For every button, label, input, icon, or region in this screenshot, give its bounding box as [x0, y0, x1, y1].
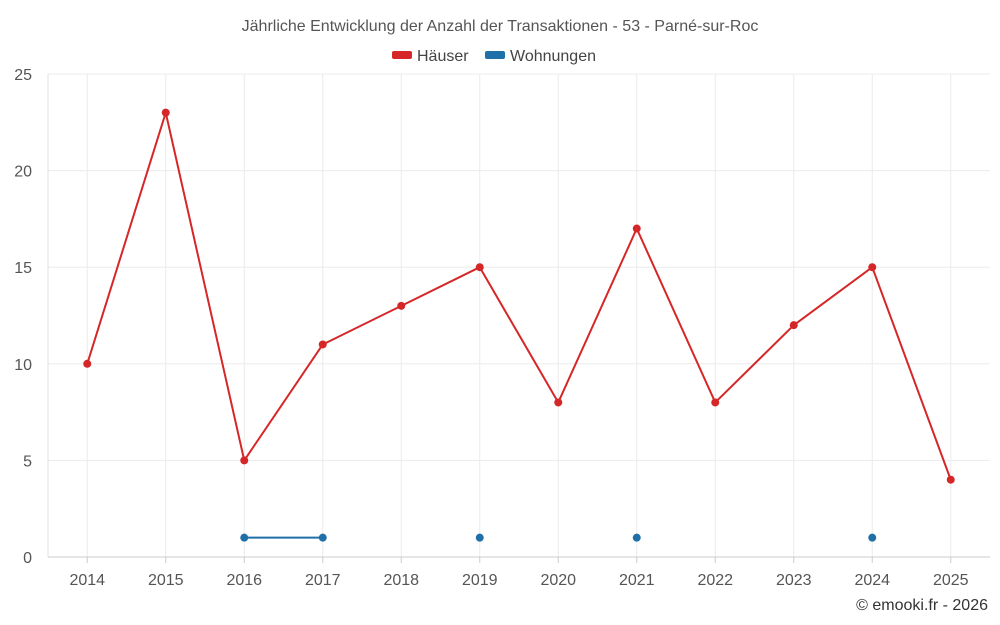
point-haeuser-2016[interactable] [240, 456, 249, 465]
point-wohnungen-2021[interactable] [632, 533, 641, 542]
point-wohnungen-2024[interactable] [868, 533, 877, 542]
series-wohnungen [240, 533, 877, 542]
x-tick-label-2025: 2025 [933, 572, 969, 589]
x-axis: 2014 2015 2016 2017 2018 2019 2020 2021 2022 2023… [48, 556, 990, 589]
x-tick-label-2016: 2016 [226, 572, 262, 589]
y-tick-label-25: 25 [14, 67, 32, 84]
point-haeuser-2022[interactable] [711, 398, 720, 407]
x-tick-label-2015: 2015 [148, 572, 184, 589]
x-tick-label-2023: 2023 [776, 572, 812, 589]
point-haeuser-2018[interactable] [397, 301, 406, 310]
y-tick-label-0: 0 [23, 550, 32, 567]
point-haeuser-2014[interactable] [83, 359, 92, 368]
series-layer [83, 108, 955, 542]
point-haeuser-2015[interactable] [161, 108, 170, 117]
x-tick-label-2022: 2022 [697, 572, 733, 589]
x-tick-label-2019: 2019 [462, 572, 498, 589]
x-tick-label-2014: 2014 [69, 572, 105, 589]
point-wohnungen-2016[interactable] [240, 533, 249, 542]
legend-swatch-haeuser [392, 51, 412, 59]
x-tick-label-2017: 2017 [305, 572, 341, 589]
gridlines [48, 73, 990, 558]
legend-item-wohnungen[interactable]: Wohnungen [485, 48, 596, 65]
point-wohnungen-2017[interactable] [318, 533, 327, 542]
legend-label-haeuser: Häuser [417, 48, 469, 65]
credit-text: © emooki.fr - 2026 [856, 597, 988, 614]
series-haeuser [83, 108, 955, 484]
point-haeuser-2020[interactable] [554, 398, 563, 407]
y-tick-label-10: 10 [14, 357, 32, 374]
point-haeuser-2023[interactable] [789, 321, 798, 330]
point-haeuser-2017[interactable] [318, 340, 327, 349]
x-tick-label-2020: 2020 [540, 572, 576, 589]
x-tick-label-2021: 2021 [619, 572, 655, 589]
point-haeuser-2019[interactable] [475, 263, 484, 272]
series-line-haeuser [86, 111, 952, 481]
point-haeuser-2024[interactable] [868, 263, 877, 272]
y-axis: 0 5 10 15 20 25 [14, 67, 49, 567]
x-tick-label-2018: 2018 [383, 572, 419, 589]
y-tick-label-15: 15 [14, 260, 32, 277]
chart-title: Jährliche Entwicklung der Anzahl der Tra… [242, 18, 759, 35]
y-tick-label-20: 20 [14, 164, 32, 181]
x-tick-label-2024: 2024 [854, 572, 890, 589]
legend-item-haeuser[interactable]: Häuser [392, 48, 469, 65]
point-haeuser-2025[interactable] [946, 475, 955, 484]
legend-swatch-wohnungen [485, 51, 505, 59]
point-haeuser-2021[interactable] [632, 224, 641, 233]
point-wohnungen-2019[interactable] [475, 533, 484, 542]
legend-label-wohnungen: Wohnungen [510, 48, 596, 65]
y-tick-label-5: 5 [23, 453, 32, 470]
legend: Häuser Wohnungen [392, 48, 596, 65]
